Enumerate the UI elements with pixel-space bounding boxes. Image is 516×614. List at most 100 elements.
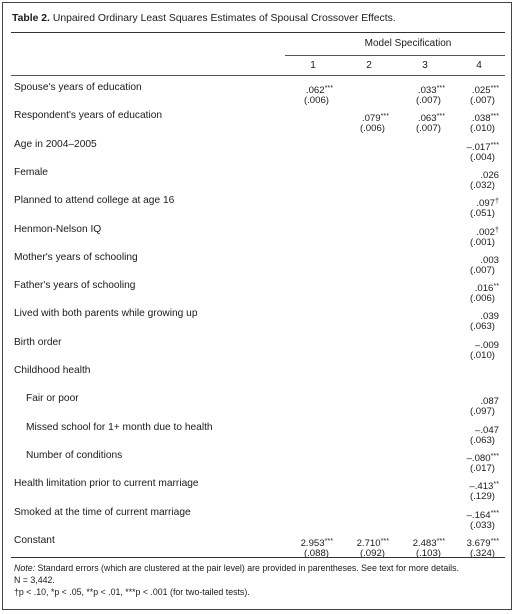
coefficient-cell: –.009: [455, 338, 499, 351]
row-label: Lived with both parents while growing up: [14, 308, 198, 319]
coefficient-cell: .033***: [401, 83, 445, 96]
standard-error-cell: (.033): [469, 520, 495, 531]
coefficient-value: .079: [361, 113, 381, 124]
standard-error-cell: (.017): [469, 463, 495, 474]
coefficient-value: .002: [476, 227, 495, 238]
standard-error-cell: (.007): [415, 95, 441, 106]
standard-error-cell: (.006): [303, 95, 329, 106]
significance-marker: ***: [380, 111, 389, 120]
standard-error-cell: (.010): [469, 123, 495, 134]
column-header: 3: [422, 60, 428, 71]
table-number: Table 2.: [12, 13, 50, 24]
coefficient-cell: –.164***: [455, 508, 499, 521]
row-label: Father's years of schooling: [14, 280, 136, 291]
coefficient-cell: .026: [455, 168, 499, 181]
column-header: 2: [366, 60, 372, 71]
coefficient-value: 2.710: [356, 538, 381, 549]
coefficient-cell: .062***: [289, 83, 333, 96]
standard-error-cell: (.063): [469, 321, 495, 332]
coefficient-value: –.047: [474, 425, 499, 436]
coefficient-cell: .003: [455, 253, 499, 266]
significance-marker: ***: [436, 111, 445, 120]
top-rule: [11, 32, 505, 33]
standard-error-cell: (.006): [469, 293, 495, 304]
coefficient-value: .026: [480, 170, 499, 181]
standard-error-cell: (.129): [469, 491, 495, 502]
significance-marker: **: [493, 281, 499, 290]
standard-error-cell: (.051): [469, 208, 495, 219]
coefficient-cell: .097†: [455, 196, 499, 209]
coefficient-value: .039: [480, 311, 499, 322]
significance-marker: ***: [490, 536, 499, 545]
significance-marker: †: [495, 225, 499, 234]
coefficient-cell: 2.710***: [345, 536, 389, 549]
coefficient-cell: –.080***: [455, 451, 499, 464]
coefficient-cell: –.017***: [455, 140, 499, 153]
coefficient-cell: .087: [455, 394, 499, 407]
coefficient-value: –.413: [469, 481, 494, 492]
sample-size: N = 3,442.: [14, 575, 55, 585]
row-label: Fair or poor: [26, 393, 79, 404]
standard-error-cell: (.010): [469, 350, 495, 361]
row-label: Birth order: [14, 337, 62, 348]
coefficient-value: 3.679: [466, 538, 491, 549]
standard-error-cell: (.006): [359, 123, 385, 134]
row-label: Spouse's years of education: [14, 82, 142, 93]
coefficient-value: .063: [417, 113, 437, 124]
significance-marker: ***: [436, 536, 445, 545]
standard-error-cell: (.103): [415, 548, 441, 559]
note-label: Note:: [14, 563, 36, 573]
coefficient-cell: –.047: [455, 423, 499, 436]
coefficient-cell: 3.679***: [455, 536, 499, 549]
row-label: Number of conditions: [26, 450, 123, 461]
significance-marker: ***: [490, 140, 499, 149]
standard-error-cell: (.007): [415, 123, 441, 134]
significance-marker: ***: [490, 508, 499, 517]
row-label: Childhood health: [14, 365, 91, 376]
row-label: Smoked at the time of current marriage: [14, 507, 191, 518]
coefficient-cell: .025***: [455, 83, 499, 96]
bottom-rule: [11, 557, 505, 558]
coefficient-value: –.009: [474, 340, 499, 351]
row-label: Age in 2004–2005: [14, 139, 97, 150]
significance-marker: ***: [324, 83, 333, 92]
significance-legend: †p < .10, *p < .05, **p < .01, ***p < .0…: [14, 587, 250, 597]
coefficient-value: –.017: [466, 142, 491, 153]
coefficient-cell: –.413**: [455, 479, 499, 492]
standard-error-cell: (.032): [469, 180, 495, 191]
coefficient-value: 2.483: [412, 538, 437, 549]
coefficient-cell: 2.483***: [401, 536, 445, 549]
model-spec-header: Model Specification: [364, 38, 452, 49]
row-label: Planned to attend college at age 16: [14, 195, 175, 206]
coefficient-cell: .016**: [455, 281, 499, 294]
standard-error-cell: (.001): [469, 237, 495, 248]
coefficient-value: .062: [305, 85, 325, 96]
table-frame: Table 2. Unpaired Ordinary Least Squares…: [2, 2, 512, 610]
significance-marker: ***: [436, 83, 445, 92]
table-title-text: Unpaired Ordinary Least Squares Estimate…: [52, 13, 396, 24]
standard-error-cell: (.007): [469, 265, 495, 276]
significance-marker: ***: [490, 83, 499, 92]
row-label: Mother's years of schooling: [14, 252, 138, 263]
coefficient-value: .003: [480, 255, 499, 266]
row-label: Health limitation prior to current marri…: [14, 478, 199, 489]
significance-marker: †: [495, 196, 499, 205]
coefficient-value: –.164: [466, 510, 491, 521]
standard-error-cell: (.324): [469, 548, 495, 559]
column-header: 4: [476, 60, 482, 71]
row-label: Missed school for 1+ month due to health: [26, 422, 213, 433]
coefficient-cell: .079***: [345, 111, 389, 124]
standard-error-cell: (.007): [469, 95, 495, 106]
significance-marker: ***: [490, 111, 499, 120]
coefficient-value: .033: [417, 85, 437, 96]
coefficient-value: .087: [480, 396, 499, 407]
note-text: Standard errors (which are clustered at …: [37, 563, 459, 573]
significance-marker: ***: [380, 536, 389, 545]
coefficient-cell: 2.953***: [289, 536, 333, 549]
row-label: Constant: [14, 535, 55, 546]
column-header: 1: [310, 60, 316, 71]
coefficient-value: –.080: [466, 453, 491, 464]
coefficient-value: 2.953: [300, 538, 325, 549]
significance-marker: ***: [490, 451, 499, 460]
standard-error-cell: (.004): [469, 152, 495, 163]
